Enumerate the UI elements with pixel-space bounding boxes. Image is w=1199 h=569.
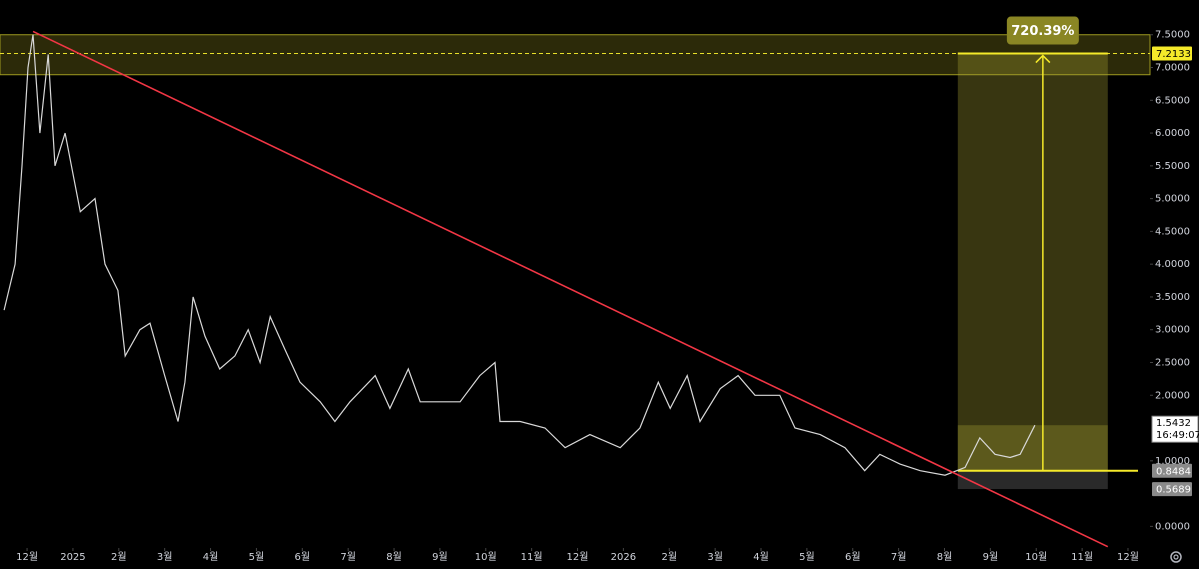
x-tick-label: 9월 <box>983 551 999 563</box>
settings-core[interactable] <box>1173 554 1179 560</box>
x-tick-label: 10월 <box>1025 551 1047 563</box>
settings-icon[interactable] <box>1170 551 1182 563</box>
x-tick-label: 4월 <box>203 551 219 563</box>
filled-profit <box>957 425 1108 471</box>
stop-price-label-box <box>1152 482 1192 497</box>
gain-label: 720.39% <box>1011 24 1074 39</box>
y-tick-label: 7.0000 <box>1155 63 1190 74</box>
last-price-time: 16:49:07 <box>1156 430 1199 441</box>
y-tick-label: 2.5000 <box>1155 357 1190 368</box>
x-tick-label: 12월 <box>567 551 589 563</box>
y-tick-label: 3.5000 <box>1155 292 1190 303</box>
x-tick-label: 9월 <box>432 551 448 563</box>
x-tick-label: 10월 <box>475 551 497 563</box>
y-tick-label: 6.0000 <box>1155 128 1190 139</box>
x-tick-label: 2025 <box>60 552 85 563</box>
target-price-label-box <box>1152 46 1192 61</box>
x-tick-label: 11월 <box>521 551 543 563</box>
stop-price-label: 0.5689 <box>1156 485 1191 496</box>
entry-price-label-box <box>1152 463 1192 478</box>
x-tick-label: 11월 <box>1071 551 1093 563</box>
x-tick-label: 5월 <box>249 551 265 563</box>
last-price-label: 1.5432 <box>1156 418 1191 429</box>
y-tick-label: 4.5000 <box>1155 226 1190 237</box>
y-tick-label: 6.5000 <box>1155 95 1190 106</box>
x-tick-label: 2월 <box>661 551 677 563</box>
y-tick-label: 4.0000 <box>1155 259 1190 270</box>
gain-label-box <box>1006 16 1079 45</box>
stop-zone <box>957 470 1108 490</box>
x-tick-label: 12월 <box>16 551 38 563</box>
y-tick-label: 5.5000 <box>1155 161 1190 172</box>
x-tick-label: 2026 <box>611 552 636 563</box>
profit-zone <box>957 53 1108 471</box>
y-tick-label: 3.0000 <box>1155 325 1190 336</box>
x-tick-label: 8월 <box>386 551 402 563</box>
x-tick-label: 4월 <box>753 551 769 563</box>
x-tick-label: 5월 <box>799 551 815 563</box>
y-tick-label: 1.0000 <box>1155 456 1190 467</box>
y-tick-label: 5.0000 <box>1155 194 1190 205</box>
last-price-box <box>1151 415 1199 443</box>
x-tick-label: 7월 <box>340 551 356 563</box>
y-tick-label: 2.0000 <box>1155 390 1190 401</box>
x-tick-label: 3월 <box>707 551 723 563</box>
price-line <box>3 34 1036 476</box>
trendline <box>32 30 1109 548</box>
y-tick-label: 0.0000 <box>1155 521 1190 532</box>
x-tick-label: 3월 <box>157 551 173 563</box>
zone <box>0 34 1151 76</box>
x-tick-label: 6월 <box>295 551 311 563</box>
arrow-head <box>1035 54 1051 64</box>
x-tick-label: 7월 <box>891 551 907 563</box>
x-tick-label: 2월 <box>111 551 127 563</box>
x-tick-label: 12월 <box>1117 551 1139 563</box>
target-price-label: 7.2133 <box>1156 49 1191 60</box>
x-tick-label: 8월 <box>937 551 953 563</box>
y-tick-label: 7.5000 <box>1155 30 1190 41</box>
x-tick-label: 6월 <box>845 551 861 563</box>
entry-price-label: 0.8484 <box>1156 466 1191 477</box>
settings-ring[interactable] <box>1170 551 1182 563</box>
